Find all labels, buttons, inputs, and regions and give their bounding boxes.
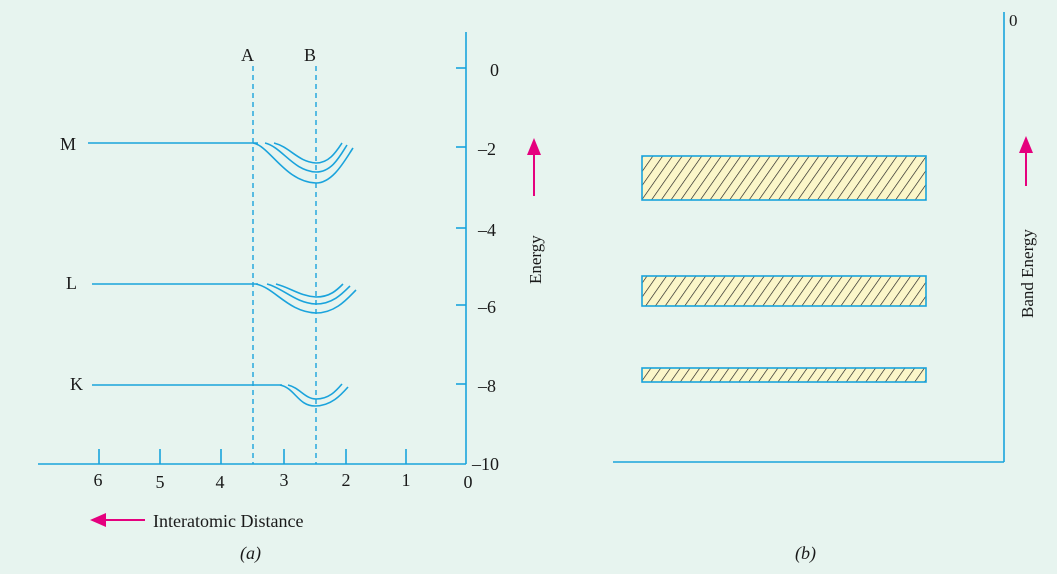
- level-l: L: [66, 273, 357, 314]
- distance-tick-2: 2: [342, 470, 351, 490]
- energy-tick-minus2: –2: [477, 139, 496, 159]
- distance-tick-labels: 6 5 4 3 2 1 0: [94, 470, 473, 492]
- energy-band-middle: [641, 275, 927, 307]
- distance-tick-0: 0: [464, 472, 473, 492]
- distance-arrow-icon: [90, 513, 145, 527]
- energy-ticks: [456, 67, 466, 385]
- distance-tick-3: 3: [280, 470, 289, 490]
- level-k-label: K: [70, 374, 83, 394]
- energy-band-upper: [641, 155, 927, 201]
- level-m-label: M: [60, 134, 76, 154]
- panel-b-axis-top-label: 0: [1009, 11, 1018, 30]
- energy-band-lower: [641, 367, 927, 383]
- band-energy-label: Band Energy: [1018, 229, 1037, 318]
- band-energy-arrow-icon: [1019, 136, 1033, 186]
- distance-label: Interatomic Distance: [153, 511, 303, 531]
- distance-tick-4: 4: [216, 472, 225, 492]
- level-l-label: L: [66, 273, 77, 293]
- marker-b-label: B: [304, 45, 316, 65]
- distance-tick-6: 6: [94, 470, 103, 490]
- energy-arrow-icon: [527, 138, 541, 196]
- level-k: K: [70, 374, 349, 407]
- energy-tick-0: 0: [490, 60, 499, 80]
- panel-b: 0 Band Energy (b): [613, 11, 1037, 564]
- energy-tick-minus10: –10: [471, 454, 499, 474]
- panel-a: 0 –2 –4 –6 –8 –10 Energy 6 5 4 3 2: [38, 32, 545, 564]
- energy-tick-minus8: –8: [477, 376, 496, 396]
- marker-a-label: A: [241, 45, 254, 65]
- panel-b-caption: (b): [795, 543, 816, 564]
- distance-tick-1: 1: [402, 470, 411, 490]
- level-m: M: [60, 134, 354, 184]
- panel-a-caption: (a): [240, 543, 261, 564]
- energy-label: Energy: [526, 235, 545, 284]
- distance-tick-5: 5: [156, 472, 165, 492]
- energy-tick-minus4: –4: [477, 220, 496, 240]
- energy-tick-labels: 0 –2 –4 –6 –8 –10: [471, 60, 499, 474]
- distance-ticks: [98, 449, 407, 464]
- energy-tick-minus6: –6: [477, 297, 496, 317]
